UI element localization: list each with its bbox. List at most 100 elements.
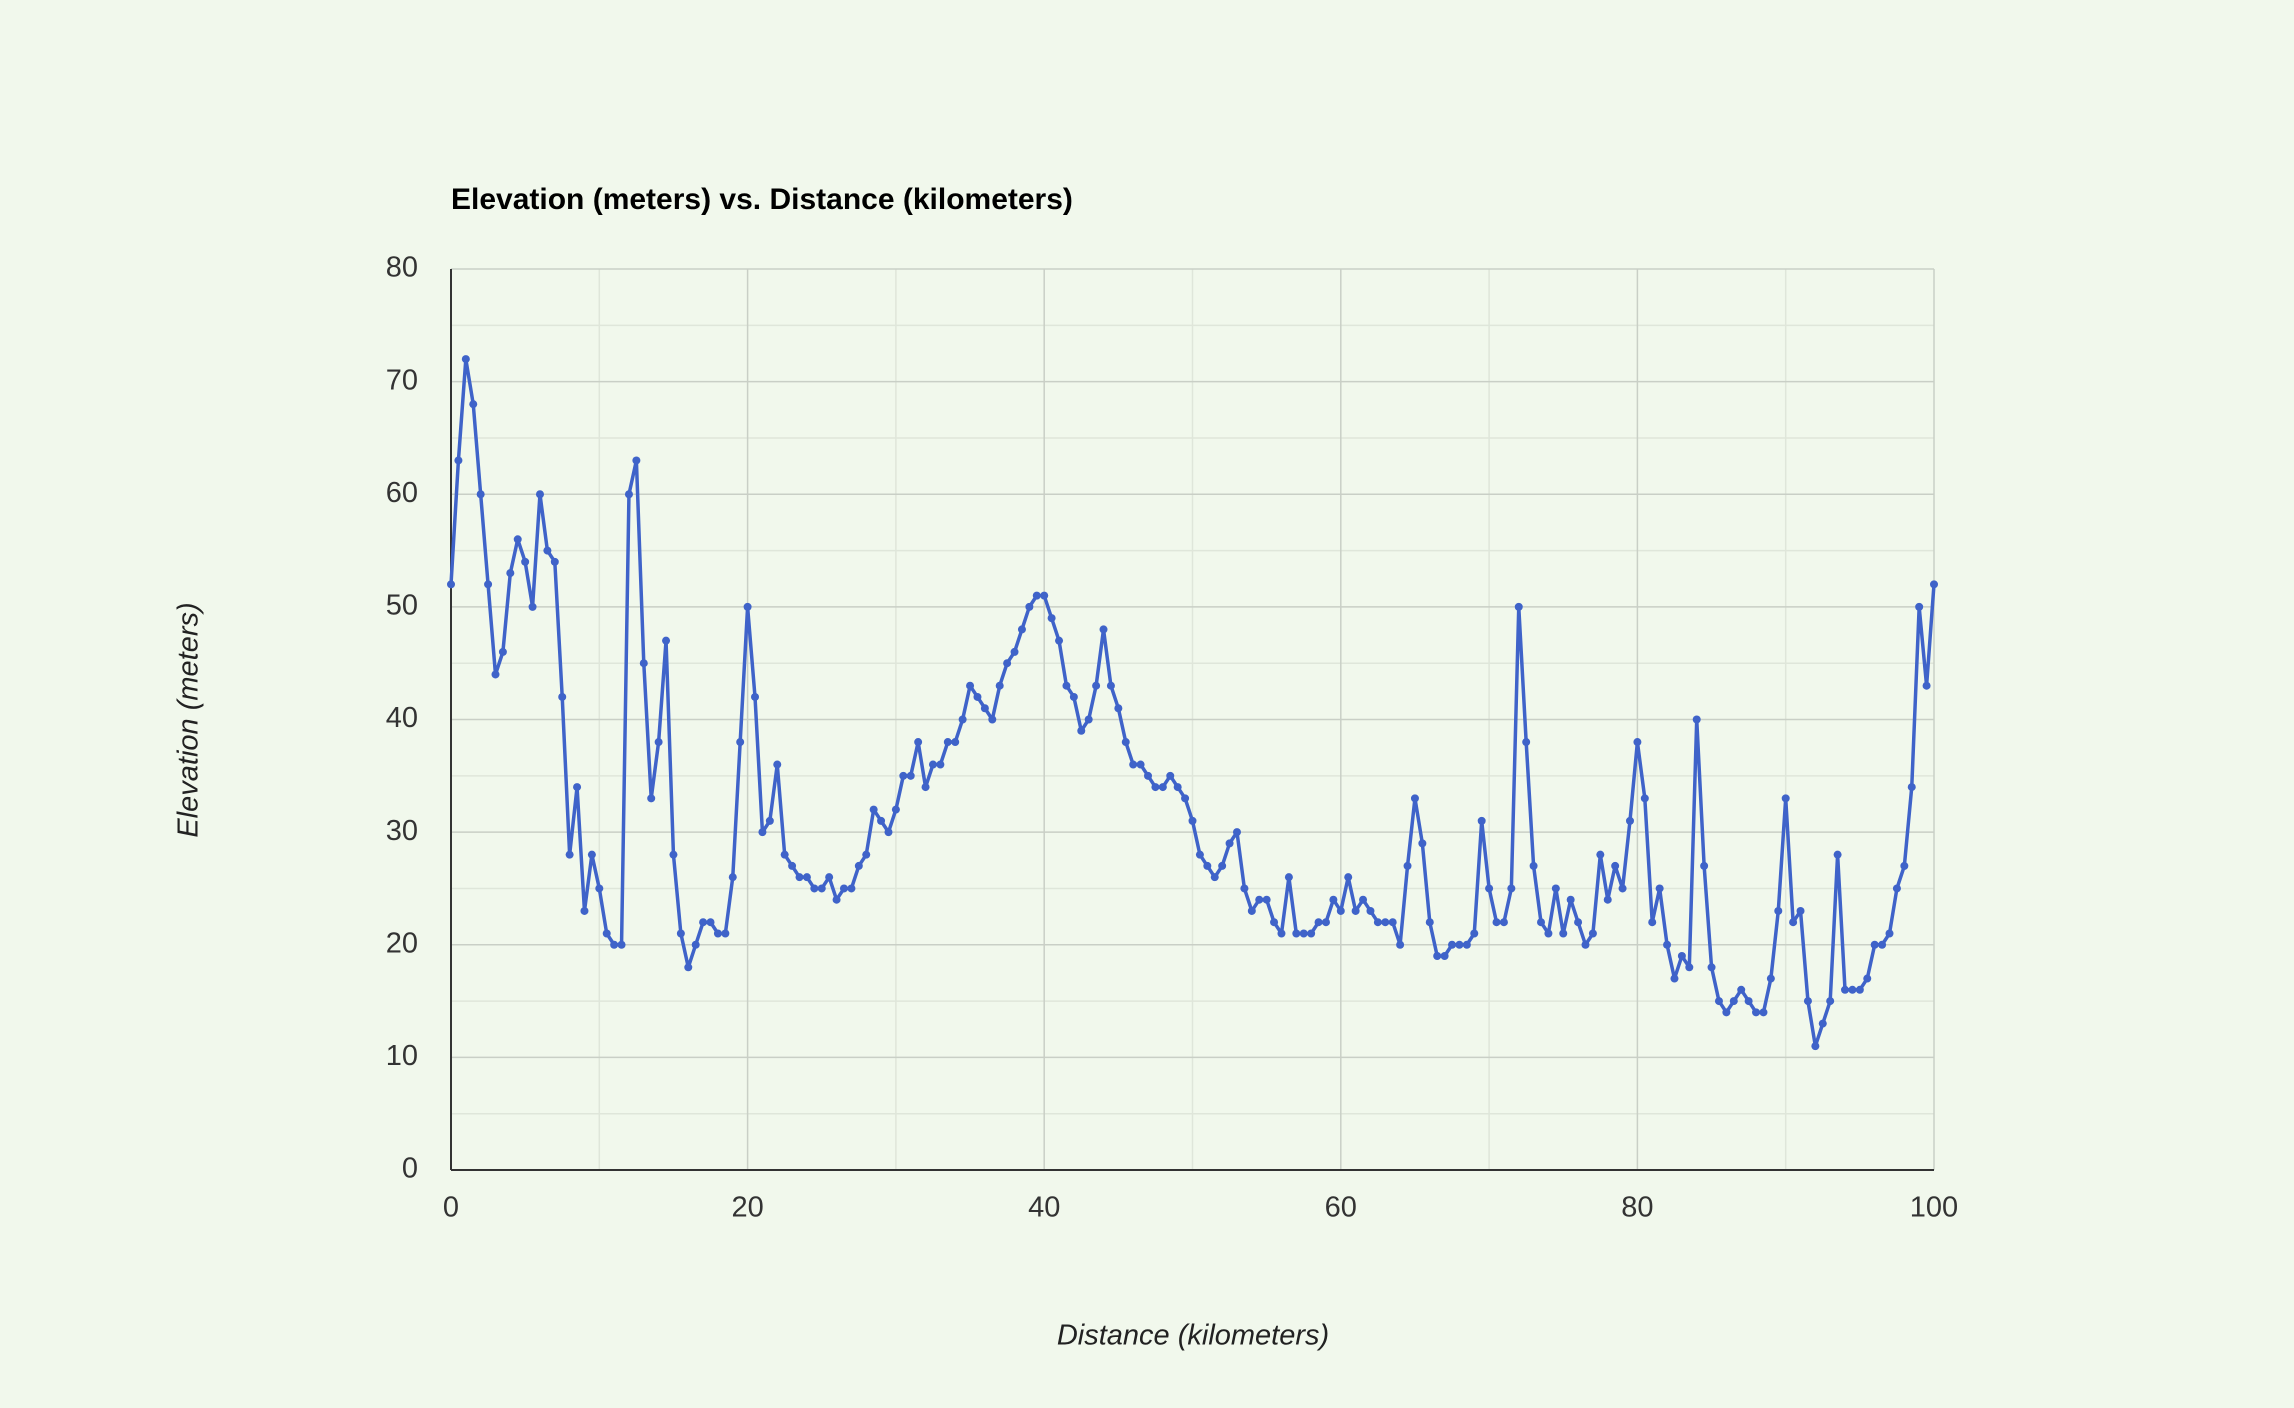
data-point bbox=[765, 816, 774, 825]
data-point bbox=[1092, 681, 1101, 690]
y-axis-label: Elevation (meters) bbox=[173, 602, 205, 837]
data-point bbox=[1648, 918, 1657, 927]
data-point bbox=[1611, 861, 1620, 870]
data-point bbox=[1737, 985, 1746, 994]
data-point bbox=[1166, 771, 1175, 780]
data-point bbox=[1752, 1008, 1761, 1017]
data-point bbox=[1841, 985, 1850, 994]
data-point bbox=[1232, 828, 1241, 837]
data-point bbox=[1158, 783, 1167, 792]
x-tick-label: 80 bbox=[1621, 1192, 1653, 1224]
data-point bbox=[773, 760, 782, 769]
data-point bbox=[1403, 861, 1412, 870]
data-point bbox=[1121, 738, 1130, 747]
data-point bbox=[1722, 1008, 1731, 1017]
data-point bbox=[921, 783, 930, 792]
data-point bbox=[1032, 591, 1041, 600]
data-point bbox=[617, 940, 626, 949]
data-point bbox=[1284, 873, 1293, 882]
x-tick-label: 100 bbox=[1910, 1192, 1958, 1224]
data-point bbox=[1759, 1008, 1768, 1017]
data-point bbox=[854, 861, 863, 870]
data-point bbox=[1811, 1042, 1820, 1051]
data-point bbox=[684, 963, 693, 972]
data-point bbox=[1529, 861, 1538, 870]
data-point bbox=[1581, 940, 1590, 949]
data-point bbox=[1885, 929, 1894, 938]
y-tick-label: 60 bbox=[386, 477, 418, 509]
data-point bbox=[951, 738, 960, 747]
data-point bbox=[1262, 895, 1271, 904]
data-point bbox=[447, 580, 455, 589]
data-point bbox=[1522, 738, 1531, 747]
data-point bbox=[1321, 918, 1330, 927]
data-point bbox=[1336, 906, 1345, 915]
data-point bbox=[1603, 895, 1612, 904]
data-point bbox=[1114, 704, 1123, 713]
data-point bbox=[632, 456, 641, 465]
data-point bbox=[728, 873, 737, 882]
data-point bbox=[1173, 783, 1182, 792]
data-point bbox=[943, 738, 952, 747]
data-point bbox=[869, 805, 878, 814]
data-point bbox=[1677, 952, 1686, 961]
data-point bbox=[1477, 816, 1486, 825]
data-point bbox=[521, 557, 530, 566]
data-point bbox=[1240, 884, 1249, 893]
data-point bbox=[1870, 940, 1879, 949]
data-point bbox=[1047, 614, 1056, 623]
data-point bbox=[550, 557, 559, 566]
data-point bbox=[1099, 625, 1108, 634]
data-point bbox=[1640, 794, 1649, 803]
data-point bbox=[699, 918, 708, 927]
data-point bbox=[906, 771, 915, 780]
data-point bbox=[758, 828, 767, 837]
data-point bbox=[1106, 681, 1115, 690]
data-point bbox=[535, 490, 544, 499]
data-point bbox=[884, 828, 893, 837]
x-tick-label: 40 bbox=[1028, 1192, 1060, 1224]
data-point bbox=[1470, 929, 1479, 938]
data-point bbox=[810, 884, 819, 893]
data-point bbox=[558, 692, 567, 701]
data-point bbox=[1855, 985, 1864, 994]
data-point bbox=[1299, 929, 1308, 938]
data-point bbox=[662, 636, 671, 645]
data-point bbox=[1848, 985, 1857, 994]
y-tick-label: 40 bbox=[386, 702, 418, 734]
data-point bbox=[1789, 918, 1798, 927]
data-point bbox=[1803, 997, 1812, 1006]
data-point bbox=[1433, 952, 1442, 961]
data-point bbox=[1729, 997, 1738, 1006]
data-point bbox=[1373, 918, 1382, 927]
x-tick-label: 20 bbox=[731, 1192, 763, 1224]
data-point bbox=[713, 929, 722, 938]
data-point bbox=[1685, 963, 1694, 972]
data-point bbox=[1448, 940, 1457, 949]
data-point bbox=[1655, 884, 1664, 893]
data-point bbox=[1010, 647, 1019, 656]
data-point bbox=[980, 704, 989, 713]
data-point bbox=[1062, 681, 1071, 690]
data-point bbox=[1203, 861, 1212, 870]
data-point bbox=[1255, 895, 1264, 904]
data-point bbox=[736, 738, 745, 747]
data-point bbox=[602, 929, 611, 938]
data-point bbox=[1618, 884, 1627, 893]
data-point bbox=[988, 715, 997, 724]
data-point bbox=[743, 602, 752, 611]
chart-title: Elevation (meters) vs. Distance (kilomet… bbox=[451, 183, 1073, 216]
data-point bbox=[1559, 929, 1568, 938]
data-point bbox=[862, 850, 871, 859]
data-point bbox=[721, 929, 730, 938]
data-point bbox=[817, 884, 826, 893]
data-point bbox=[1781, 794, 1790, 803]
data-point bbox=[802, 873, 811, 882]
data-point bbox=[1462, 940, 1471, 949]
data-point bbox=[1307, 929, 1316, 938]
data-point bbox=[1625, 816, 1634, 825]
data-point bbox=[1396, 940, 1405, 949]
data-point bbox=[795, 873, 804, 882]
